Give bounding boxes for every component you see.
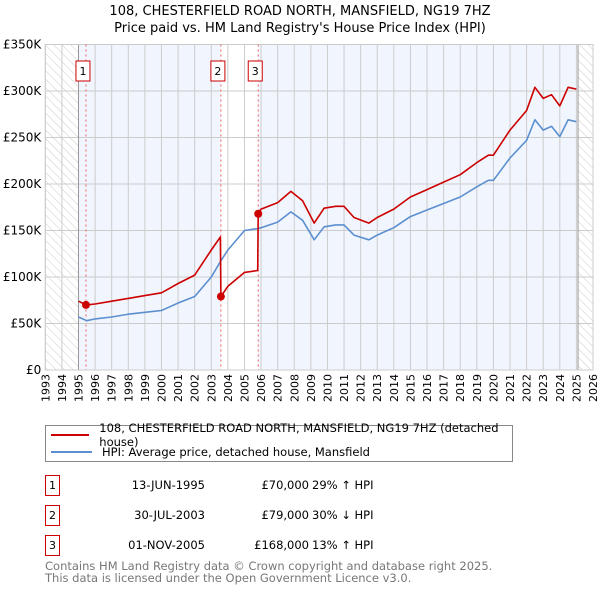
sale-label-box [210, 60, 226, 82]
x-tick-label: 2002 [189, 374, 202, 402]
y-tick-label: £50K [11, 317, 43, 331]
line-chart: 1993 1994 1995 1996 1997 1998 1999 2000 2001 2002… [3, 38, 600, 403]
x-tick-label: 2012 [355, 374, 368, 402]
y-tick-label: £350K [3, 38, 43, 52]
legend-swatch-blue [51, 451, 92, 453]
x-tick-label: 1997 [106, 374, 119, 402]
footer-copyright: Contains HM Land Registry data © Crown c… [45, 559, 493, 573]
x-tick-label: 2023 [537, 374, 550, 402]
x-tick-label: 2006 [255, 374, 268, 402]
transaction-number: 2 [45, 505, 60, 526]
transaction-number: 3 [45, 535, 60, 556]
x-tick-label: 1998 [122, 374, 135, 402]
y-tick-label: £250K [3, 131, 43, 145]
transaction-row: 2 30-JUL-2003 £79,000 30% ↓ HPI [45, 505, 445, 526]
x-tick-label: 2008 [288, 374, 301, 402]
x-tick-label: 2026 [587, 374, 600, 402]
legend-label-hpi: HPI: Average price, detached house, Mans… [102, 445, 370, 459]
x-tick-label: 2005 [238, 374, 251, 402]
hpi-series-line [78, 119, 577, 322]
transaction-hpi-diff: 13% ↑ HPI [312, 538, 374, 552]
transaction-date: 30-JUL-2003 [134, 508, 205, 522]
sale-label-2: 2 [214, 65, 221, 78]
x-tick-label: 2010 [321, 374, 334, 402]
y-tick-label: £300K [3, 84, 43, 98]
legend-label-property: 108, CHESTERFIELD ROAD NORTH, MANSFIELD,… [99, 421, 499, 449]
footer-licence: This data is licensed under the Open Gov… [45, 571, 412, 585]
x-tick-label: 2003 [205, 374, 218, 402]
x-tick-label: 2020 [487, 374, 500, 402]
legend-swatch-red [51, 434, 90, 436]
sale-point [254, 209, 263, 218]
x-tick-label: 2009 [305, 374, 318, 402]
x-tick-label: 1994 [56, 374, 69, 402]
transaction-number: 1 [45, 475, 60, 496]
x-tick-label: 2024 [554, 374, 567, 402]
chart-title-line2: Price paid vs. HM Land Registry's House … [114, 21, 486, 36]
legend-item-property: 108, CHESTERFIELD ROAD NORTH, MANSFIELD,… [51, 421, 512, 449]
sale-label-box [247, 60, 263, 82]
no-data-hatch-after [578, 44, 593, 370]
transaction-hpi-diff: 29% ↑ HPI [312, 478, 374, 492]
x-tick-label: 1999 [139, 374, 152, 402]
x-tick-label: 2013 [371, 374, 384, 402]
plot-frame [44, 44, 594, 371]
data-region-shade [78, 44, 221, 370]
legend-item-hpi: HPI: Average price, detached house, Mans… [51, 444, 370, 460]
sale-label-3: 3 [252, 65, 259, 78]
y-tick-label: £200K [3, 177, 43, 191]
data-region-shade [258, 44, 579, 370]
x-tick-label: 2004 [222, 374, 235, 402]
chart-title-line1: 108, CHESTERFIELD ROAD NORTH, MANSFIELD,… [109, 4, 491, 19]
y-tick-label: £0 [26, 363, 41, 377]
transaction-date: 13-JUN-1995 [131, 478, 205, 492]
x-tick-label: 1993 [39, 374, 52, 402]
transaction-price: £168,000 [254, 538, 309, 552]
x-tick-label: 2014 [388, 374, 401, 402]
x-tick-label: 2017 [438, 374, 451, 402]
x-tick-label: 2021 [504, 374, 517, 402]
transaction-hpi-diff: 30% ↓ HPI [312, 508, 374, 522]
transaction-price: £70,000 [261, 478, 309, 492]
x-tick-label: 2016 [421, 374, 434, 402]
transaction-row: 3 01-NOV-2005 £168,000 13% ↑ HPI [45, 535, 445, 556]
x-tick-label: 2011 [338, 374, 351, 402]
transaction-price: £79,000 [261, 508, 309, 522]
transaction-row: 1 13-JUN-1995 £70,000 29% ↑ HPI [45, 475, 445, 496]
y-tick-label: £100K [3, 270, 43, 284]
sale-point [216, 292, 225, 301]
x-tick-label: 2022 [521, 374, 534, 402]
chart-legend: 108, CHESTERFIELD ROAD NORTH, MANSFIELD,… [45, 421, 513, 462]
x-tick-label: 2019 [471, 374, 484, 402]
x-tick-label: 2007 [272, 374, 285, 402]
property-series-line [78, 86, 577, 306]
x-tick-label: 1995 [72, 374, 85, 402]
y-tick-label: £150K [3, 224, 43, 238]
x-tick-label: 2015 [404, 374, 417, 402]
transaction-date: 01-NOV-2005 [128, 538, 205, 552]
x-tick-label: 1996 [89, 374, 102, 402]
x-tick-label: 2001 [172, 374, 185, 402]
sale-point [81, 300, 90, 309]
x-tick-label: 2000 [155, 374, 168, 402]
sale-label-box [75, 60, 91, 82]
sale-label-1: 1 [79, 65, 86, 78]
x-tick-label: 2018 [454, 374, 467, 402]
x-tick-label: 2025 [570, 374, 583, 402]
